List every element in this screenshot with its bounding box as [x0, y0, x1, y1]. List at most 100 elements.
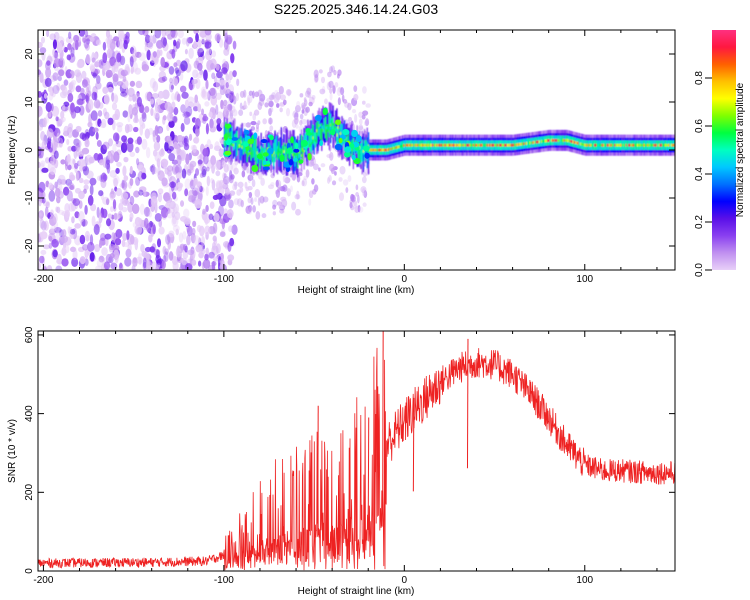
spectrogram-noise-blob [144, 91, 151, 102]
spectrogram-core-cell [338, 128, 341, 131]
spectrogram-noise-blob [66, 138, 70, 145]
spectrogram-noise-blob [193, 136, 200, 144]
spectrogram-noise-blob [86, 90, 92, 97]
spectrogram-core-cell [481, 143, 483, 147]
spectrogram-halo-blob [272, 199, 278, 207]
spectrogram-noise-blob [76, 60, 84, 69]
spectrogram-noise-blob [205, 79, 209, 90]
spectrogram-core-cell [587, 143, 589, 147]
spectrogram-core-cell [487, 143, 490, 147]
spectrogram-noise-blob [38, 255, 45, 264]
spectrogram-noise-blob [85, 92, 90, 104]
spectrogram-core-cell [600, 143, 602, 147]
spectrogram-core-cell [643, 143, 645, 147]
spectrogram-core-cell [429, 143, 432, 147]
spectrogram-core-cell [263, 157, 265, 160]
spectrogram-signal-blob [243, 141, 249, 147]
spectrogram-noise-blob [48, 228, 56, 235]
spectrogram-halo-blob [362, 86, 367, 94]
spectrogram-core-cell [403, 144, 405, 147]
spectrogram-core-cell [658, 143, 660, 147]
spectrogram-noise-blob [202, 208, 206, 215]
spectrogram-noise-blob [176, 154, 182, 166]
spectrogram-core-cell [543, 139, 545, 143]
spectrogram-core-cell [520, 142, 523, 146]
spectrogram-core-cell [331, 120, 333, 124]
spectrogram-noise-blob [118, 202, 124, 211]
spectrogram-signal-blob [269, 135, 274, 141]
spectrogram-noise-blob [112, 132, 120, 142]
spectrogram-core-cell [347, 136, 349, 140]
spectrogram-halo-blob [363, 172, 367, 177]
spectrogram-core-cell [393, 146, 395, 150]
spectrogram-core-cell [275, 151, 277, 155]
spectrogram-core-cell [361, 144, 363, 148]
spectrogram-noise-blob [43, 93, 48, 99]
spectrogram-noise-blob [114, 254, 119, 264]
spectrogram-halo-blob [268, 100, 274, 108]
spectrogram-core-cell [495, 143, 497, 147]
spectrogram-core-cell [535, 140, 538, 144]
snr-xtick-label: 100 [576, 575, 593, 586]
spectrogram-noise-blob [66, 126, 74, 139]
spectrogram-noise-blob [53, 52, 59, 60]
spectrogram-core-cell [583, 143, 586, 147]
spectrogram-core-cell [633, 143, 635, 147]
spectrogram-noise-blob [199, 185, 203, 193]
spectrogram-halo-blob [298, 125, 305, 134]
spectrogram-band-cell [239, 138, 241, 149]
spectrogram-halo-blob [253, 109, 260, 116]
spectrogram-halo-blob [232, 181, 239, 187]
spectrogram-noise-blob [170, 30, 176, 38]
spectrogram-core-cell [592, 143, 595, 147]
spectrogram-core-cell [567, 139, 569, 142]
spectrogram-halo-blob [339, 165, 346, 175]
spectrogram-core-cell [582, 143, 584, 147]
spectrogram-core-cell [553, 139, 555, 142]
spectrogram-halo-blob [365, 118, 370, 126]
spectrogram-halo-blob [229, 190, 236, 196]
spectrogram-noise-blob [48, 190, 56, 202]
spectrogram-core-cell [303, 149, 305, 153]
spectrogram-ytick-label: 10 [24, 96, 35, 108]
spectrogram-core-cell [384, 148, 386, 152]
spectrogram-core-cell [595, 143, 597, 147]
spectrogram-noise-blob [97, 118, 102, 128]
spectrogram-core-cell [447, 143, 449, 147]
spectrogram-noise-blob [185, 153, 190, 165]
spectrogram-noise-blob [202, 258, 211, 270]
spectrogram-noise-blob [164, 248, 169, 255]
spectrogram-band-cell [353, 145, 356, 156]
spectrogram-noise-blob [116, 121, 124, 128]
spectrogram-noise-blob [113, 212, 118, 221]
spectrogram-core-cell [544, 139, 547, 143]
spectrogram-noise-blob [81, 70, 87, 80]
spectrogram-noise-blob [205, 247, 209, 255]
spectrogram-halo-blob [227, 100, 233, 105]
spectrogram-band-cell [338, 132, 341, 135]
spectrogram-noise-blob [106, 48, 113, 59]
spectrogram-core-cell [649, 143, 651, 147]
colorbar-tick-label: 0.2 [694, 215, 705, 229]
spectrogram-noise-blob [124, 257, 132, 267]
spectrogram-band-cell [332, 117, 334, 138]
spectrogram-band-cell [346, 136, 348, 146]
spectrogram-core-cell [288, 155, 290, 159]
spectrogram-core-cell [470, 143, 472, 147]
spectrogram-core-cell [619, 143, 621, 147]
spectrogram-noise-blob [66, 54, 72, 61]
spectrogram-halo-blob [312, 163, 319, 171]
spectrogram-core-cell [399, 145, 401, 148]
spectrogram-core-cell [409, 143, 411, 147]
spectrogram-noise-blob [152, 51, 157, 58]
spectrogram-core-cell [576, 141, 578, 145]
spectrogram-noise-blob [224, 32, 228, 43]
snr-xlabel: Height of straight line (km) [298, 586, 415, 597]
spectrogram-band-cell [317, 119, 319, 134]
spectrogram-core-cell [590, 143, 592, 147]
spectrogram-core-cell [557, 139, 559, 142]
spectrogram-noise-blob [53, 58, 61, 68]
spectrogram-halo-blob [342, 179, 349, 186]
spectrogram-core-cell [519, 142, 521, 146]
spectrogram-noise-blob [63, 46, 68, 53]
